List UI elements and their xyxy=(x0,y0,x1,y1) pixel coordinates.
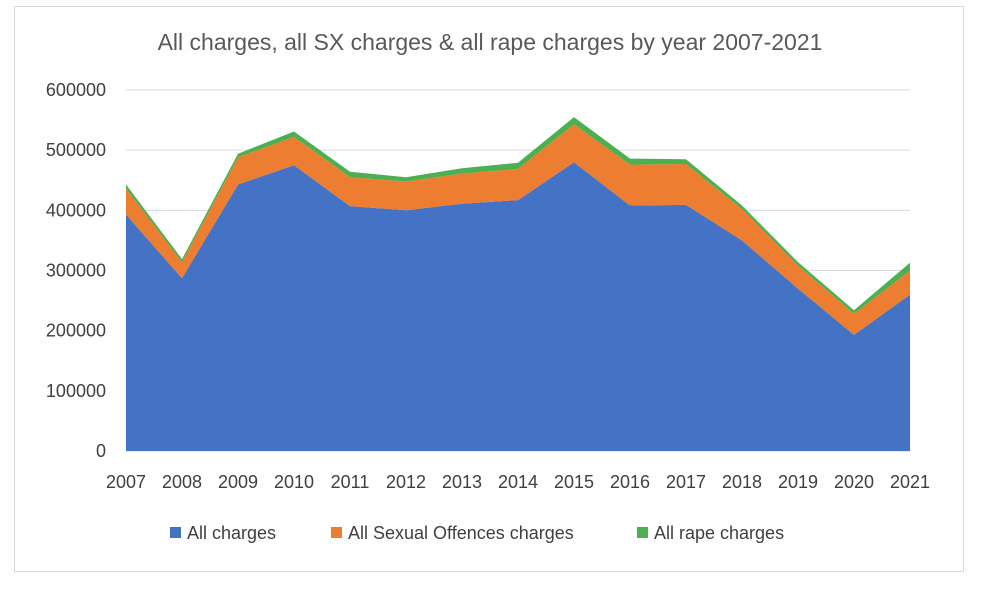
x-tick-label-2014: 2014 xyxy=(498,472,538,492)
chart-title: All charges, all SX charges & all rape c… xyxy=(158,29,823,55)
x-tick-label-2016: 2016 xyxy=(610,472,650,492)
legend-swatch-0 xyxy=(170,527,181,538)
y-tick-label-1: 100000 xyxy=(46,381,106,401)
y-tick-label-3: 300000 xyxy=(46,261,106,281)
legend: All charges All Sexual Offences charges Al… xyxy=(170,523,784,543)
x-tick-label-2009: 2009 xyxy=(218,472,258,492)
x-tick-label-2020: 2020 xyxy=(834,472,874,492)
legend-swatch-1 xyxy=(331,527,342,538)
x-tick-label-2018: 2018 xyxy=(722,472,762,492)
x-tick-label-2008: 2008 xyxy=(162,472,202,492)
x-tick-label-2017: 2017 xyxy=(666,472,706,492)
y-tick-label-0: 0 xyxy=(96,441,106,461)
y-tick-label-6: 600000 xyxy=(46,80,106,100)
legend-label-1: All Sexual Offences charges xyxy=(348,523,574,543)
x-tick-label-2021: 2021 xyxy=(890,472,930,492)
x-tick-label-2012: 2012 xyxy=(386,472,426,492)
x-tick-label-2019: 2019 xyxy=(778,472,818,492)
x-tick-label-2007: 2007 xyxy=(106,472,146,492)
x-tick-label-2015: 2015 xyxy=(554,472,594,492)
legend-label-2: All rape charges xyxy=(654,523,784,543)
y-tick-label-4: 400000 xyxy=(46,200,106,220)
series-areas xyxy=(126,117,910,451)
area-series-2 xyxy=(126,117,910,314)
y-tick-label-2: 200000 xyxy=(46,321,106,341)
legend-label-0: All charges xyxy=(187,523,276,543)
x-tick-label-2013: 2013 xyxy=(442,472,482,492)
x-axis-ticks: 2007 2008 2009 2010 2011 2012 2013 2014 2015 2016… xyxy=(106,472,930,492)
area-series-0 xyxy=(126,162,910,451)
area-series-1 xyxy=(126,124,910,335)
y-tick-label-5: 500000 xyxy=(46,140,106,160)
x-tick-label-2010: 2010 xyxy=(274,472,314,492)
x-tick-label-2011: 2011 xyxy=(331,472,370,492)
y-axis-ticks: 0 100000 200000 300000 400000 500000 600000 xyxy=(46,80,106,461)
legend-swatch-2 xyxy=(637,527,648,538)
